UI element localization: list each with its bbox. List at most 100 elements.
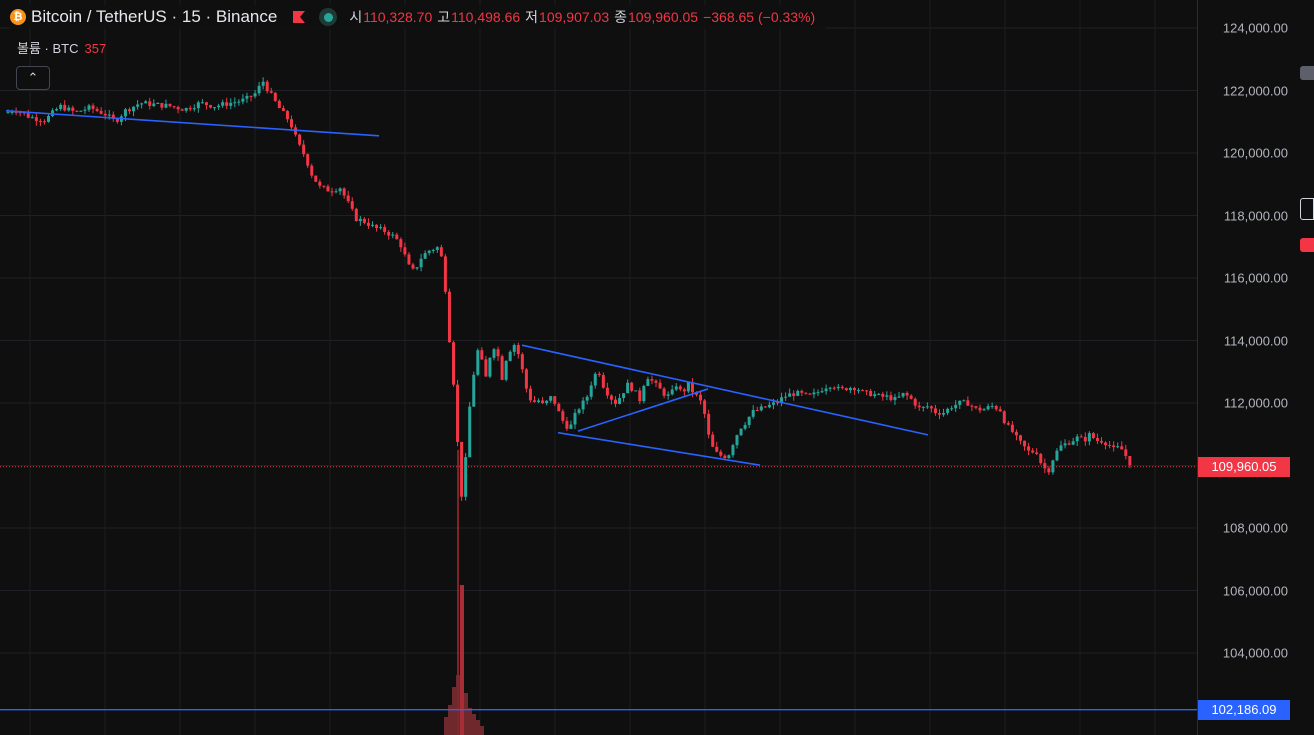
candle-body xyxy=(217,105,221,108)
candle-body xyxy=(739,428,743,436)
candle-body xyxy=(929,406,933,409)
change-value: −368.65 (−0.33%) xyxy=(703,9,816,25)
candle-body xyxy=(184,108,188,111)
volume-legend[interactable]: 볼륨 · BTC 357 xyxy=(17,38,106,57)
candle-body xyxy=(1100,440,1103,443)
candle-body xyxy=(257,85,261,94)
candle-body xyxy=(962,400,966,402)
candle-body xyxy=(524,369,528,389)
volume-bar xyxy=(456,675,460,735)
candle-body xyxy=(204,102,208,106)
candle-body xyxy=(115,119,119,122)
candle-body xyxy=(723,455,727,459)
candle-body xyxy=(848,387,852,391)
candle-body xyxy=(893,397,897,401)
collapse-legend-button[interactable]: ⌃ xyxy=(16,66,50,90)
candle-body xyxy=(946,408,950,413)
candle-body xyxy=(38,120,42,122)
candle-body xyxy=(1023,440,1027,447)
candle-body xyxy=(213,107,217,109)
candle-body xyxy=(792,393,796,396)
candle-body xyxy=(626,382,630,394)
candle-body xyxy=(820,391,824,393)
side-marker-red[interactable] xyxy=(1300,238,1314,252)
candle-body xyxy=(881,393,885,397)
candle-body xyxy=(1108,445,1112,447)
candle-body xyxy=(1091,433,1095,439)
price-axis[interactable]: 124,000.00 122,000.00 120,000.00 118,000.00… xyxy=(1197,0,1314,735)
candle-body xyxy=(338,188,342,192)
close-value: 109,960.05 xyxy=(628,9,699,25)
flag-icon[interactable] xyxy=(293,11,306,23)
side-marker-outline[interactable] xyxy=(1300,198,1314,220)
candle-body xyxy=(277,100,281,109)
candle-body xyxy=(840,386,844,389)
candle-body xyxy=(954,404,958,409)
candle-body xyxy=(913,398,917,406)
candle-body xyxy=(427,250,431,254)
candle-body xyxy=(196,102,200,109)
candle-body xyxy=(622,393,626,399)
y-tick-label: 114,000.00 xyxy=(1223,333,1288,348)
market-status-icon[interactable] xyxy=(319,8,338,26)
candle-body xyxy=(229,102,233,106)
candle-body xyxy=(958,400,962,405)
candle-body xyxy=(83,109,87,111)
candle-body xyxy=(375,224,379,229)
side-marker-gray[interactable] xyxy=(1300,66,1314,80)
volume-value: 357 xyxy=(84,41,107,56)
last-price-tag: 109,960.05 xyxy=(1198,456,1290,477)
candle-body xyxy=(366,222,370,226)
volume-bar xyxy=(460,585,464,735)
y-tick-label: 112,000.00 xyxy=(1223,395,1288,411)
candle-body xyxy=(63,104,67,111)
candle-body xyxy=(678,386,682,390)
candle-body xyxy=(419,258,423,268)
candle-body xyxy=(237,101,241,103)
candle-body xyxy=(1014,431,1018,436)
candle-body xyxy=(1120,446,1124,450)
candle-body xyxy=(423,253,427,259)
candle-body xyxy=(788,393,792,397)
y-tick-label: 104,000.00 xyxy=(1222,645,1288,661)
candle-body xyxy=(67,107,71,111)
candle-body xyxy=(1047,468,1051,473)
candle-body xyxy=(14,111,18,113)
y-tick-label: 118,000.00 xyxy=(1223,208,1288,223)
candle-body xyxy=(460,441,464,497)
candle-body xyxy=(103,113,107,116)
candle-body xyxy=(496,349,500,357)
candle-body xyxy=(334,191,338,193)
candle-body xyxy=(557,403,561,412)
candle-body xyxy=(771,402,775,405)
candle-body xyxy=(59,104,63,110)
candle-body xyxy=(180,109,184,111)
candle-body xyxy=(662,388,666,396)
candle-body xyxy=(26,113,30,118)
candle-body xyxy=(703,400,707,414)
candle-body xyxy=(1019,435,1022,441)
candle-body xyxy=(933,408,937,414)
candle-body xyxy=(836,386,840,389)
symbol-title[interactable]: Bitcoin / TetherUS · 15 · Binance xyxy=(31,7,278,26)
candle-body xyxy=(192,108,196,110)
y-tick-label: 120,000.00 xyxy=(1222,145,1288,161)
candle-body xyxy=(642,385,646,402)
volume-bar xyxy=(472,714,476,735)
candle-body xyxy=(407,254,411,265)
candle-body xyxy=(650,379,654,381)
candle-body xyxy=(832,387,836,389)
candle-body xyxy=(281,108,285,111)
candle-body xyxy=(269,91,273,93)
candle-body xyxy=(302,144,306,155)
candle-body xyxy=(411,264,415,269)
candle-body xyxy=(763,406,767,408)
candle-body xyxy=(55,109,59,111)
candle-body xyxy=(852,387,856,391)
candle-body xyxy=(869,390,873,397)
candle-body xyxy=(990,405,994,407)
candle-body xyxy=(1124,449,1128,457)
candle-body xyxy=(828,387,832,389)
candle-body xyxy=(111,114,115,120)
